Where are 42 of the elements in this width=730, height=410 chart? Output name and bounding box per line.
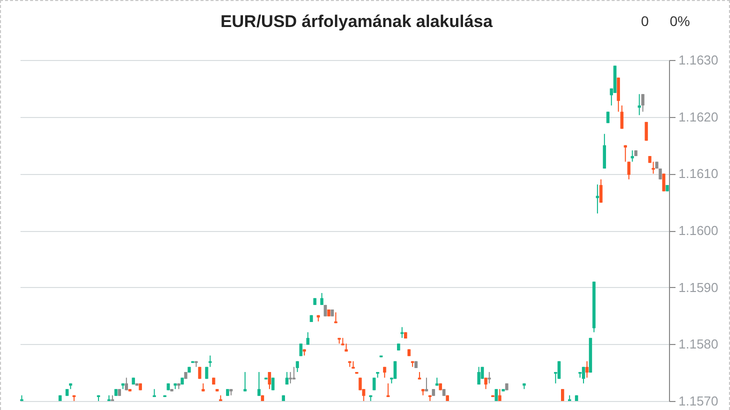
candlestick bbox=[585, 360, 589, 378]
y-tick-label: 1.1620 bbox=[678, 109, 718, 124]
candlestick bbox=[320, 292, 324, 306]
y-tick-label: 1.1610 bbox=[678, 166, 718, 182]
candlestick bbox=[306, 332, 310, 346]
candlestick bbox=[208, 355, 212, 368]
candlestick bbox=[124, 377, 128, 391]
candlestick bbox=[627, 161, 630, 180]
candlestick bbox=[477, 366, 480, 386]
candlestick bbox=[372, 377, 376, 391]
candlestick bbox=[558, 360, 561, 380]
candlestick bbox=[257, 372, 261, 396]
candlestick bbox=[658, 168, 662, 180]
candlestick bbox=[662, 173, 666, 192]
candlestick bbox=[243, 372, 247, 392]
y-tick-label: 1.1570 bbox=[678, 394, 718, 408]
candlestick bbox=[599, 178, 603, 204]
candlestick bbox=[641, 94, 644, 112]
text: 0 bbox=[640, 13, 649, 29]
candlestick bbox=[285, 372, 288, 386]
candlestick bbox=[394, 360, 397, 380]
chart-title: EUR/USD árfolyamának alakulása bbox=[220, 12, 494, 31]
candlestick bbox=[268, 372, 272, 390]
candlestick bbox=[271, 377, 275, 391]
candlestick bbox=[616, 77, 620, 112]
candlestick bbox=[299, 343, 302, 357]
y-tick-label: 1.1580 bbox=[678, 336, 718, 352]
candlestick bbox=[582, 366, 586, 384]
candlestick bbox=[630, 150, 634, 162]
candlestick bbox=[602, 133, 606, 170]
y-tick-label: 1.1630 bbox=[678, 52, 718, 68]
y-tick-label: 1.1600 bbox=[678, 223, 718, 238]
candlestick bbox=[296, 360, 299, 373]
candlestick bbox=[620, 104, 624, 130]
y-tick-label: 1.1590 bbox=[678, 280, 718, 295]
candlestick bbox=[400, 326, 404, 338]
candlestick bbox=[292, 366, 296, 380]
candlestick bbox=[424, 377, 428, 392]
text: 0% bbox=[670, 13, 690, 29]
candlestick bbox=[484, 377, 488, 390]
candlestick bbox=[288, 372, 292, 384]
candlestick bbox=[488, 372, 491, 384]
